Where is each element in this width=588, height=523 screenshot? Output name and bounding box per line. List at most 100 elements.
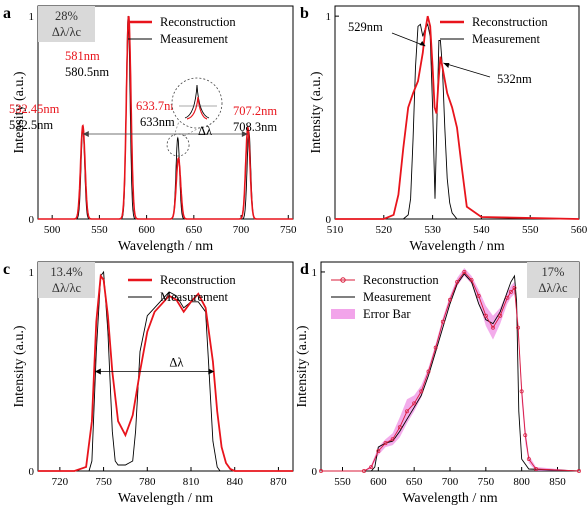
data-point <box>505 295 510 300</box>
ratio-value: 17% <box>542 265 565 279</box>
x-tick-label: 600 <box>138 224 155 236</box>
arrow-head <box>241 131 248 137</box>
x-tick-label: 520 <box>376 224 393 236</box>
y-axis-label: Intensity (a.u.) <box>12 325 27 407</box>
arrow-head <box>82 131 89 137</box>
peak-label: 580.5nm <box>65 65 109 79</box>
legend: Reconstruction Measurement <box>440 15 548 46</box>
x-tick-label: 850 <box>549 476 566 488</box>
series-reconstruction <box>38 273 293 472</box>
y-tick-label: 1 <box>326 11 332 23</box>
series-measurement <box>335 23 579 220</box>
x-tick-label: 560 <box>571 224 588 236</box>
arrow-head <box>208 368 215 375</box>
legend-label: Reconstruction <box>160 15 236 29</box>
legend-label: Measurement <box>363 290 432 304</box>
series-reconstruction <box>335 15 580 220</box>
x-tick-label: 550 <box>334 476 351 488</box>
data-point <box>512 285 517 290</box>
x-tick-label: 720 <box>52 476 69 488</box>
x-tick-label: 650 <box>186 224 203 236</box>
axes-frame <box>334 5 580 220</box>
series-measurement <box>38 270 293 472</box>
data-point <box>319 469 323 473</box>
data-point <box>426 369 431 374</box>
x-axis-label: Wavelength / nm <box>118 491 213 506</box>
x-axis-label: Wavelength / nm <box>118 239 213 254</box>
x-tick-label: 870 <box>270 476 287 488</box>
data-point <box>519 389 524 394</box>
ratio-formula: Δλ/λc <box>538 281 568 295</box>
x-tick-label: 550 <box>522 224 539 236</box>
x-tick-label: 750 <box>280 224 297 236</box>
data-point <box>469 277 474 282</box>
arrow-head <box>419 41 426 46</box>
delta-lambda-label: Δλ <box>169 355 183 369</box>
data-point <box>476 293 481 298</box>
x-axis-label: Wavelength / nm <box>409 239 504 254</box>
data-point <box>508 289 513 294</box>
data-point <box>440 319 445 324</box>
data-point <box>405 409 409 414</box>
data-point <box>419 389 424 394</box>
x-axis-label: Wavelength / nm <box>402 491 497 506</box>
delta-lambda-label: Δλ <box>198 124 212 138</box>
legend-label: Measurement <box>472 32 541 46</box>
x-tick-label: 750 <box>95 476 112 488</box>
legend-swatch <box>331 309 355 319</box>
legend: Reconstruction Measurement <box>128 273 236 304</box>
ratio-value: 13.4% <box>50 265 82 279</box>
zoom-connector <box>183 127 200 137</box>
peak-label: 707.2nm <box>233 104 277 118</box>
peak-label: 708.3nm <box>233 120 277 134</box>
data-point <box>376 449 381 454</box>
peak-label: 532.45nm <box>9 102 60 116</box>
data-point <box>491 325 495 330</box>
y-tick-label: 1 <box>29 267 35 279</box>
x-tick-label: 700 <box>442 476 459 488</box>
panel-b: b 510 520 530 540 550 560 0 1 Wavelength / nm Inte… <box>300 5 588 254</box>
data-point <box>516 325 521 330</box>
series-reconstruction <box>38 15 293 220</box>
peak-label: 633nm <box>140 115 175 129</box>
legend-label: Measurement <box>160 32 229 46</box>
y-tick-label: 1 <box>312 267 318 279</box>
data-point <box>362 469 366 473</box>
arrow-head <box>94 368 101 375</box>
x-tick-label: 530 <box>424 224 441 236</box>
peak-label: 532nm <box>497 72 532 86</box>
data-point <box>412 401 417 406</box>
legend-label: Reconstruction <box>160 273 236 287</box>
data-point <box>462 270 467 274</box>
panel-letter: a <box>3 5 11 22</box>
zoom-reconstruction <box>186 96 208 120</box>
data-point <box>448 297 452 302</box>
panel-a: a 500 550 600 650 700 750 0 1 Wavelength / nm Inte… <box>3 5 297 254</box>
x-tick-label: 800 <box>513 476 530 488</box>
y-axis-label: Intensity (a.u.) <box>295 325 310 407</box>
ratio-value: 28% <box>55 9 78 23</box>
ratio-formula: Δλ/λc <box>52 25 82 39</box>
y-tick-label: 1 <box>29 11 35 23</box>
x-tick-label: 750 <box>478 476 495 488</box>
x-tick-label: 510 <box>327 224 344 236</box>
x-tick-label: 650 <box>406 476 423 488</box>
x-tick-label: 540 <box>473 224 490 236</box>
data-point <box>397 425 402 430</box>
y-tick-label: 0 <box>29 214 35 226</box>
arrow-head <box>443 63 450 68</box>
axes-frame <box>37 261 294 472</box>
data-point <box>526 457 531 462</box>
zoom-measurement <box>184 84 210 119</box>
ratio-box <box>38 6 95 42</box>
legend-label: Measurement <box>160 290 229 304</box>
peak-label: 532.5nm <box>9 118 53 132</box>
panel-letter: b <box>300 5 309 22</box>
legend-label: Reconstruction <box>472 15 548 29</box>
panel-c: c 720 750 780 810 840 870 0 1 Wavelength / nm Inte… <box>3 261 294 506</box>
data-point <box>383 441 388 446</box>
legend: Reconstruction Measurement Error Bar <box>331 273 439 321</box>
data-point <box>390 437 395 442</box>
annotation-arrow <box>391 32 426 47</box>
